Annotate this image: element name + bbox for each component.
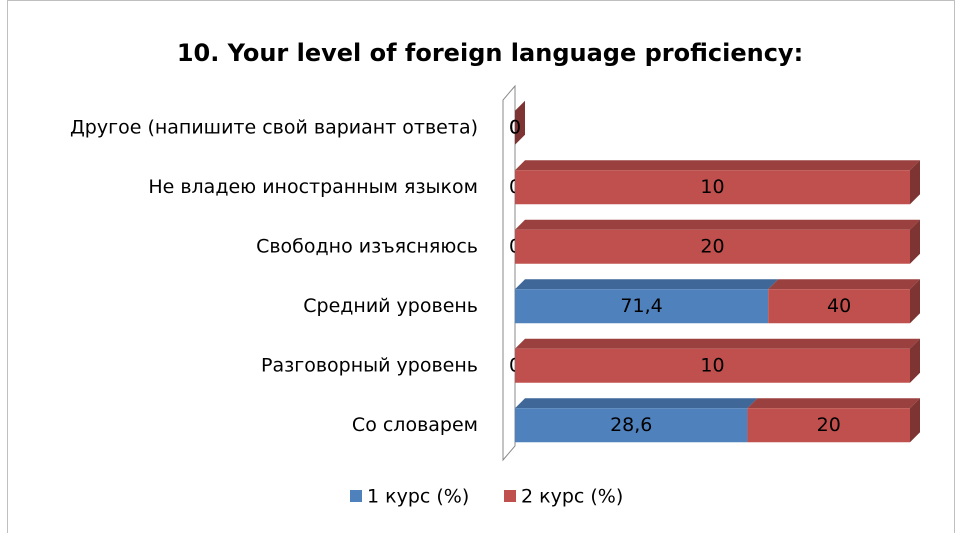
data-label: 40 — [827, 295, 851, 317]
category-label: Со словарем — [352, 414, 478, 436]
bar-top — [515, 398, 758, 409]
bar — [515, 229, 910, 264]
legend-label: 1 курс (%) — [367, 486, 469, 508]
legend-swatch — [504, 490, 516, 502]
data-label: 20 — [817, 414, 841, 436]
category-label: Разговорный уровень — [261, 354, 478, 376]
bar — [515, 348, 910, 383]
chart-title: 10. Your level of foreign language profi… — [177, 39, 803, 67]
data-label: 28,6 — [610, 414, 652, 436]
data-label: 0 — [509, 116, 521, 138]
category-label: Средний уровень — [303, 295, 478, 317]
bar — [515, 170, 910, 205]
bar-side — [910, 219, 920, 264]
bar-top — [515, 338, 920, 349]
bar — [768, 289, 910, 324]
bar-side — [910, 160, 920, 205]
data-label: 10 — [700, 176, 724, 198]
bar-side — [910, 398, 920, 443]
bar — [515, 408, 748, 443]
data-label: 10 — [700, 354, 724, 376]
bar-side — [910, 279, 920, 324]
category-label: Не владею иностранным языком — [148, 176, 478, 198]
bar — [515, 289, 769, 324]
bar-top — [515, 279, 779, 290]
chart-frame — [7, 0, 955, 533]
category-label: Свободно изъясняюсь — [256, 235, 478, 257]
bar-top — [747, 398, 920, 409]
bar-top — [515, 219, 920, 230]
category-label: Другое (напишите свой вариант ответа) — [70, 116, 478, 138]
bar-top — [515, 160, 920, 171]
legend-swatch — [350, 490, 362, 502]
side-wall — [502, 84, 516, 462]
bar-side — [910, 338, 920, 383]
data-label: 20 — [700, 235, 724, 257]
legend-label: 2 курс (%) — [521, 486, 623, 508]
bar-side — [515, 100, 525, 145]
data-label: 71,4 — [620, 295, 662, 317]
bar-top — [768, 279, 920, 290]
bar — [747, 408, 910, 443]
